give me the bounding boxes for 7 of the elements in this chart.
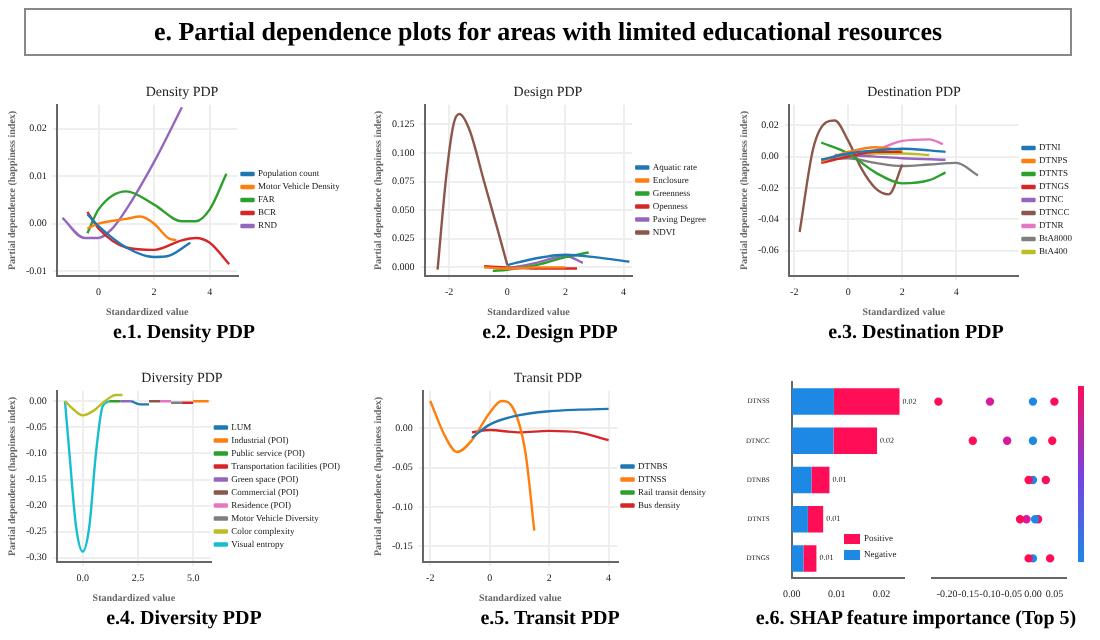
text: e.3. Destination PDP — [826, 322, 1006, 344]
text: e.1. Density PDP — [110, 322, 258, 344]
text: e.5. Transit PDP — [478, 608, 622, 630]
text: e.4. Diversity PDP — [104, 608, 264, 630]
text: e. Partial dependence plots for areas with limited educational resources — [24, 8, 1072, 56]
text: e.6. SHAP feature importance (Top 5) — [753, 608, 1079, 630]
text: e.2. Design PDP — [480, 322, 620, 344]
